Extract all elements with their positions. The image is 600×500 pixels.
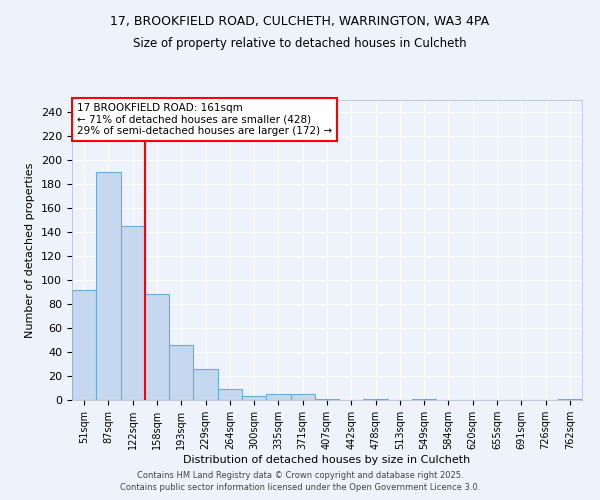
Bar [193, 369, 218, 400]
Bar [412, 399, 436, 400]
Bar [121, 226, 145, 400]
Text: Contains public sector information licensed under the Open Government Licence 3.: Contains public sector information licen… [120, 484, 480, 492]
Bar [364, 399, 388, 400]
Bar [169, 345, 193, 400]
Bar [290, 394, 315, 400]
Bar [218, 389, 242, 400]
X-axis label: Distribution of detached houses by size in Culcheth: Distribution of detached houses by size … [184, 454, 470, 464]
Text: 17, BROOKFIELD ROAD, CULCHETH, WARRINGTON, WA3 4PA: 17, BROOKFIELD ROAD, CULCHETH, WARRINGTO… [110, 15, 490, 28]
Bar [558, 399, 582, 400]
Bar [96, 172, 121, 400]
Bar [242, 396, 266, 400]
Bar [72, 290, 96, 400]
Bar [315, 399, 339, 400]
Text: Size of property relative to detached houses in Culcheth: Size of property relative to detached ho… [133, 38, 467, 51]
Text: Contains HM Land Registry data © Crown copyright and database right 2025.: Contains HM Land Registry data © Crown c… [137, 471, 463, 480]
Text: 17 BROOKFIELD ROAD: 161sqm
← 71% of detached houses are smaller (428)
29% of sem: 17 BROOKFIELD ROAD: 161sqm ← 71% of deta… [77, 103, 332, 136]
Y-axis label: Number of detached properties: Number of detached properties [25, 162, 35, 338]
Bar [266, 394, 290, 400]
Bar [145, 294, 169, 400]
